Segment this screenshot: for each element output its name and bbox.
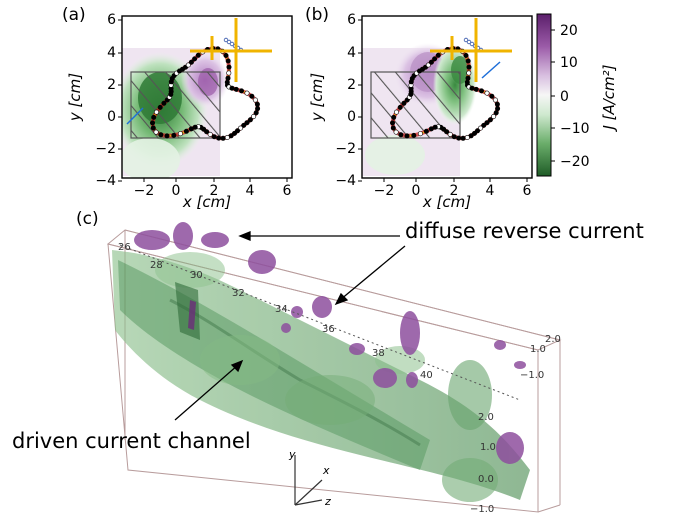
- volume-x-tick: 2.0: [545, 334, 561, 345]
- annotation-reverse-arrows: [238, 231, 406, 306]
- volume-z-tick: 38: [372, 348, 385, 359]
- y-tick-b: 4: [347, 45, 356, 61]
- x-axis-title-a: x [cm]: [182, 193, 231, 211]
- volume-x-tick: 1.0: [530, 344, 546, 355]
- volume-y-tick: −1.0: [470, 504, 494, 515]
- colorbar-tick: −20: [560, 154, 590, 170]
- panel-b-plot: [361, 15, 533, 179]
- panel-label-c: (c): [76, 209, 99, 229]
- volume-y-tick: 1.0: [480, 442, 496, 453]
- x-tick-a: 2: [210, 183, 219, 199]
- y-tick-b: 0: [347, 109, 356, 125]
- x-tick-a: 4: [246, 183, 255, 199]
- probe-crosshair-a: [190, 18, 272, 82]
- x-tick-b: 4: [486, 183, 495, 199]
- volume-y-tick: 0.0: [478, 474, 494, 485]
- panel-label-b: (b): [305, 5, 329, 25]
- y-tick-b: 2: [347, 77, 356, 93]
- y-axis-title-b: y [cm]: [308, 73, 326, 122]
- triad-y-label: y: [288, 448, 296, 461]
- volume-z-tick: 28: [150, 260, 163, 271]
- axis-triad: [294, 455, 323, 506]
- volume-z-tick: 30: [190, 270, 203, 281]
- x-axis-title-b: x [cm]: [422, 193, 471, 211]
- y-tick-a: 2: [107, 77, 116, 93]
- volume-z-tick: 34: [275, 304, 288, 315]
- y-tick-a: 0: [107, 109, 116, 125]
- y-tick-b: −4: [335, 173, 356, 189]
- y-tick-a: −2: [95, 141, 116, 157]
- volume-corner-label: 26: [118, 242, 131, 253]
- colorbar-tick: −10: [560, 121, 590, 137]
- x-tick-b: 2: [450, 183, 459, 199]
- annotation-reverse-current: diffuse reverse current: [405, 219, 644, 243]
- colorbar-tick: 0: [560, 89, 569, 105]
- colorbar-tick: 20: [560, 23, 578, 39]
- y-tick-a: 4: [107, 45, 116, 61]
- volume-y-tick: 2.0: [478, 412, 494, 423]
- arrow-a: [126, 107, 144, 125]
- volume-z-tick: 36: [322, 324, 335, 335]
- arrow-b: [481, 61, 501, 79]
- y-tick-b: −2: [335, 141, 356, 157]
- y-tick-b: 6: [347, 12, 356, 28]
- y-tick-a: 6: [107, 12, 116, 28]
- colorbar-label: J [A/cm²]: [600, 64, 618, 132]
- colorbar-tick: 10: [560, 55, 578, 71]
- panel-label-a: (a): [62, 5, 86, 25]
- annotation-driven-current: driven current channel: [12, 429, 251, 453]
- y-tick-a: −4: [95, 173, 116, 189]
- probe-crosshair-b: [430, 18, 512, 82]
- x-tick-a: 6: [283, 183, 292, 199]
- volume-z-tick: 32: [232, 288, 245, 299]
- panel-a-plot: [121, 15, 293, 179]
- x-tick-b: 0: [412, 183, 421, 199]
- x-tick-b: −2: [374, 183, 395, 199]
- x-tick-a: 0: [172, 183, 181, 199]
- volume-x-tick: −1.0: [520, 370, 544, 381]
- x-tick-b: 6: [523, 183, 532, 199]
- x-tick-a: −2: [134, 183, 155, 199]
- y-axis-title-a: y [cm]: [66, 73, 84, 122]
- colorbar: 20 10 0 −10 −20 J [A/cm²]: [536, 13, 618, 177]
- volume-z-tick: 40: [420, 370, 433, 381]
- probe-trajectory-b: [389, 37, 501, 141]
- annotation-driven-arrow: [174, 359, 244, 421]
- triad-z-label: z: [324, 495, 331, 508]
- triad-x-label: x: [322, 464, 330, 477]
